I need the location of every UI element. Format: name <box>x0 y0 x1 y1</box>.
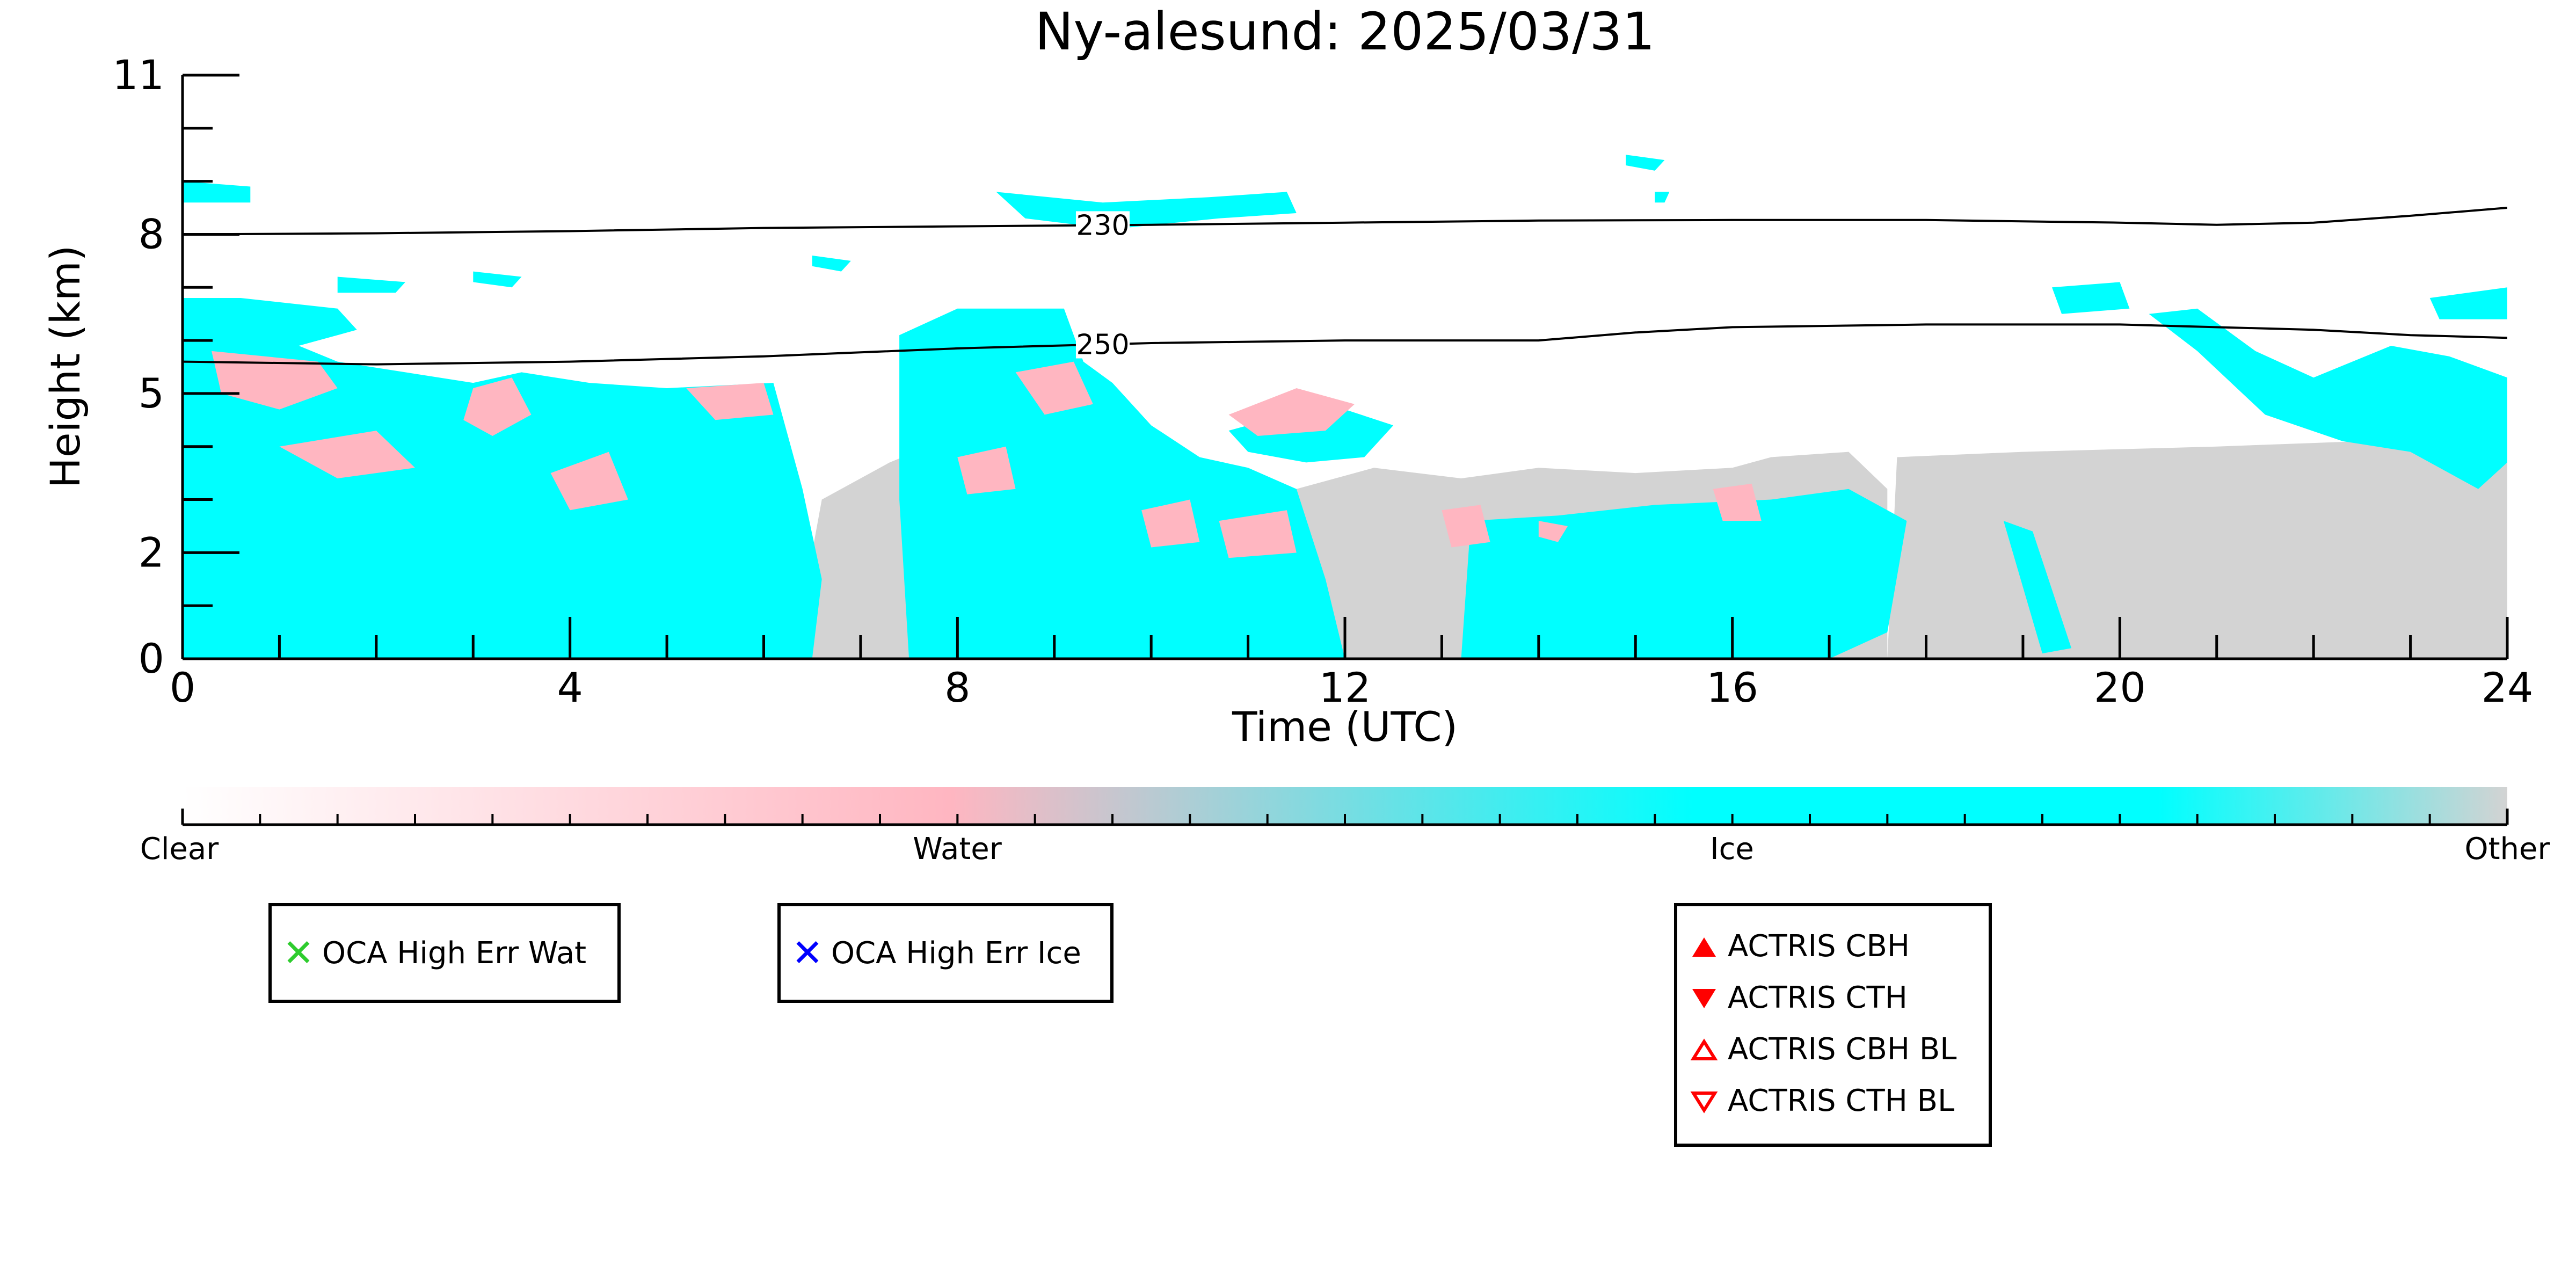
x-tick-label: 4 <box>557 664 583 711</box>
legend-oca-water: ✕ OCA High Err Wat <box>268 903 621 1003</box>
x-tick-label: 20 <box>2094 664 2146 711</box>
legend-label: OCA High Err Ice <box>831 935 1081 971</box>
legend-label: ACTRIS CTH BL <box>1728 1083 1955 1118</box>
cloud-region-other <box>1887 441 2507 659</box>
colorbar-label-ice: Ice <box>1710 832 1754 867</box>
cloud-region-water <box>212 351 338 410</box>
contour-label-bg <box>1075 330 1130 359</box>
legend-item: ✕ OCA High Err Ice <box>791 934 1081 972</box>
cloud-region-ice <box>1461 489 1907 659</box>
cloud-region-ice <box>2149 308 2507 489</box>
cloud-region-water <box>1015 361 1093 415</box>
cloud-region-water <box>279 431 415 478</box>
x-marker-icon: ✕ <box>791 931 824 975</box>
legend-label: ACTRIS CBH <box>1728 929 1910 964</box>
contour-label-bg <box>1075 211 1130 239</box>
colorbar-label-clear: Clear <box>140 832 219 867</box>
legend-label: OCA High Err Wat <box>322 935 587 971</box>
cloud-region-water <box>686 383 774 420</box>
y-tick-label: 5 <box>139 369 164 417</box>
y-axis-ticks: 0 2 5 8 11 <box>112 51 239 682</box>
cloud-region-water <box>1442 505 1490 548</box>
cloud-regions <box>183 155 2507 659</box>
x-axis-ticks: 0 4 8 12 16 20 24 <box>170 617 2534 711</box>
legend-oca-ice: ✕ OCA High Err Ice <box>777 903 1114 1003</box>
temperature-contours <box>183 207 2507 366</box>
legend-label: ACTRIS CTH <box>1728 980 1908 1015</box>
contour-line-230 <box>183 207 2507 236</box>
triangle-down-filled-icon <box>1692 988 1716 1008</box>
colorbar <box>181 787 2509 826</box>
contour-label-230: 230 <box>1076 209 1129 242</box>
y-tick-label: 8 <box>139 210 164 258</box>
cloud-region-ice <box>183 181 251 203</box>
cloud-region-ice <box>996 192 1297 229</box>
x-tick-label: 16 <box>1706 664 1758 711</box>
cloud-region-water <box>463 377 532 436</box>
contour-line-250 <box>183 323 2507 366</box>
cloud-region-water <box>1228 388 1355 436</box>
cloud-region-ice <box>1655 192 1670 203</box>
x-tick-label: 0 <box>170 664 195 711</box>
cloud-region-water <box>1538 521 1568 542</box>
x-axis-label: Time (UTC) <box>1232 703 1458 751</box>
legend-item: ✕ OCA High Err Wat <box>282 934 586 972</box>
cloud-region-ice <box>812 256 851 272</box>
cloud-region-water <box>1219 510 1297 558</box>
cloud-region-ice <box>337 276 405 293</box>
cloud-region-water <box>1141 499 1200 548</box>
legend-label: ACTRIS CBH BL <box>1728 1032 1957 1067</box>
x-marker-icon: ✕ <box>282 931 315 975</box>
cloud-region-ice <box>899 308 1345 659</box>
cloud-region-ice <box>183 515 454 638</box>
cloud-region-ice <box>2052 282 2130 314</box>
cloud-region-ice <box>2429 287 2507 319</box>
cloud-region-water <box>1713 483 1762 521</box>
x-tick-label: 24 <box>2482 664 2534 711</box>
colorbar-label-other: Other <box>2464 832 2550 867</box>
chart-title: Ny-alesund: 2025/03/31 <box>1035 2 1655 62</box>
x-tick-label: 8 <box>944 664 970 711</box>
x-tick-label: 12 <box>1319 664 1371 711</box>
cloud-region-water <box>957 446 1016 494</box>
legend-actris: ACTRIS CBH ACTRIS CTH ACTRIS CBH BL ACTR… <box>1674 903 1992 1147</box>
legend-item: ACTRIS CBH <box>1688 929 1910 964</box>
colorbar-label-water: Water <box>913 832 1002 867</box>
triangle-down-open-icon <box>1690 1091 1718 1114</box>
triangle-up-filled-icon <box>1692 937 1716 957</box>
contour-labels: 230 250 <box>1075 209 1130 361</box>
cloud-region-ice <box>1626 155 1665 171</box>
cloud-region-ice <box>2003 521 2072 654</box>
cloud-region-water <box>550 452 628 511</box>
legend-item: ACTRIS CTH <box>1688 980 1908 1015</box>
legend-item: ACTRIS CBH BL <box>1688 1032 1956 1067</box>
cloud-region-ice <box>473 271 522 288</box>
y-tick-label: 2 <box>139 528 164 576</box>
y-axis-label: Height (km) <box>41 245 89 489</box>
contour-label-250: 250 <box>1076 329 1129 361</box>
triangle-up-open-icon <box>1690 1038 1718 1060</box>
legend-item: ACTRIS CTH BL <box>1688 1083 1954 1118</box>
y-tick-label: 0 <box>139 635 164 682</box>
y-tick-label: 11 <box>112 51 164 99</box>
